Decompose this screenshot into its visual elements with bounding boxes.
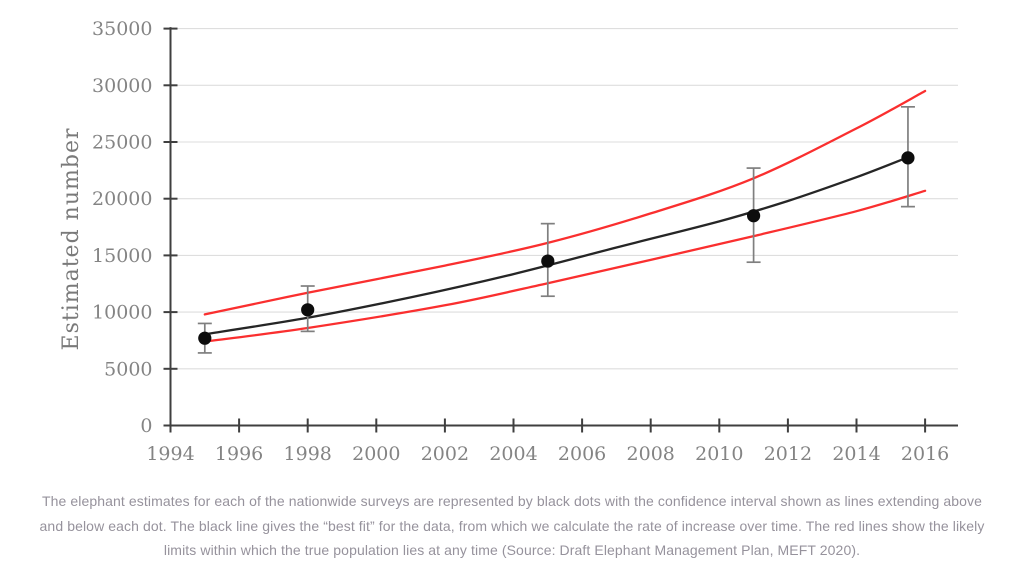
x-tick-label-2008: 2008 (627, 443, 675, 465)
y-axis-title: Estimated number (59, 128, 84, 351)
x-tick-label-1996: 1996 (215, 443, 263, 465)
x-tick-label-1994: 1994 (146, 443, 194, 465)
survey-data-points (198, 151, 915, 345)
x-tick-label-2002: 2002 (421, 443, 469, 465)
y-tick-label-35000: 35000 (92, 18, 152, 40)
x-tick-labels: 1994 1996 1998 2000 2002 2004 2006 2008 2010 2012… (146, 443, 949, 465)
x-tick-label-2012: 2012 (764, 443, 812, 465)
data-point-2011 (747, 209, 761, 223)
caption-line-2: and below each dot. The black line gives… (39, 517, 985, 534)
y-tick-label-20000: 20000 (92, 188, 152, 210)
data-point-2015.5 (901, 151, 915, 165)
x-tick-label-2010: 2010 (695, 443, 743, 465)
x-tick-label-2000: 2000 (352, 443, 400, 465)
x-tick-label-2016: 2016 (901, 443, 949, 465)
y-tick-label-15000: 15000 (92, 245, 152, 267)
x-tick-label-2014: 2014 (832, 443, 880, 465)
y-tick-label-30000: 30000 (92, 75, 152, 97)
y-tick-label-10000: 10000 (92, 302, 152, 324)
y-tick-labels: 0 5000 10000 15000 20000 25000 30000 35000 (92, 18, 152, 437)
x-tick-label-1998: 1998 (284, 443, 332, 465)
upper-likely-limit-line (203, 89, 927, 316)
x-tick-label-2004: 2004 (489, 443, 537, 465)
caption-line-3: limits within which the true population … (163, 542, 861, 558)
y-tick-label-0: 0 (140, 415, 152, 437)
y-tick-label-5000: 5000 (104, 358, 152, 380)
data-point-1998 (301, 303, 315, 317)
horizontal-gridlines (170, 28, 958, 370)
y-tick-label-25000: 25000 (92, 132, 152, 154)
figure-caption: The elephant estimates for each of the n… (0, 489, 1024, 563)
lower-likely-limit-line (203, 189, 927, 343)
data-point-1995 (198, 331, 212, 345)
data-point-2005 (541, 254, 555, 268)
x-tick-label-2006: 2006 (558, 443, 606, 465)
caption-line-1: The elephant estimates for each of the n… (41, 493, 983, 509)
confidence-intervals (197, 105, 915, 354)
axis-ticks (163, 27, 927, 433)
best-fit-line (203, 156, 910, 336)
